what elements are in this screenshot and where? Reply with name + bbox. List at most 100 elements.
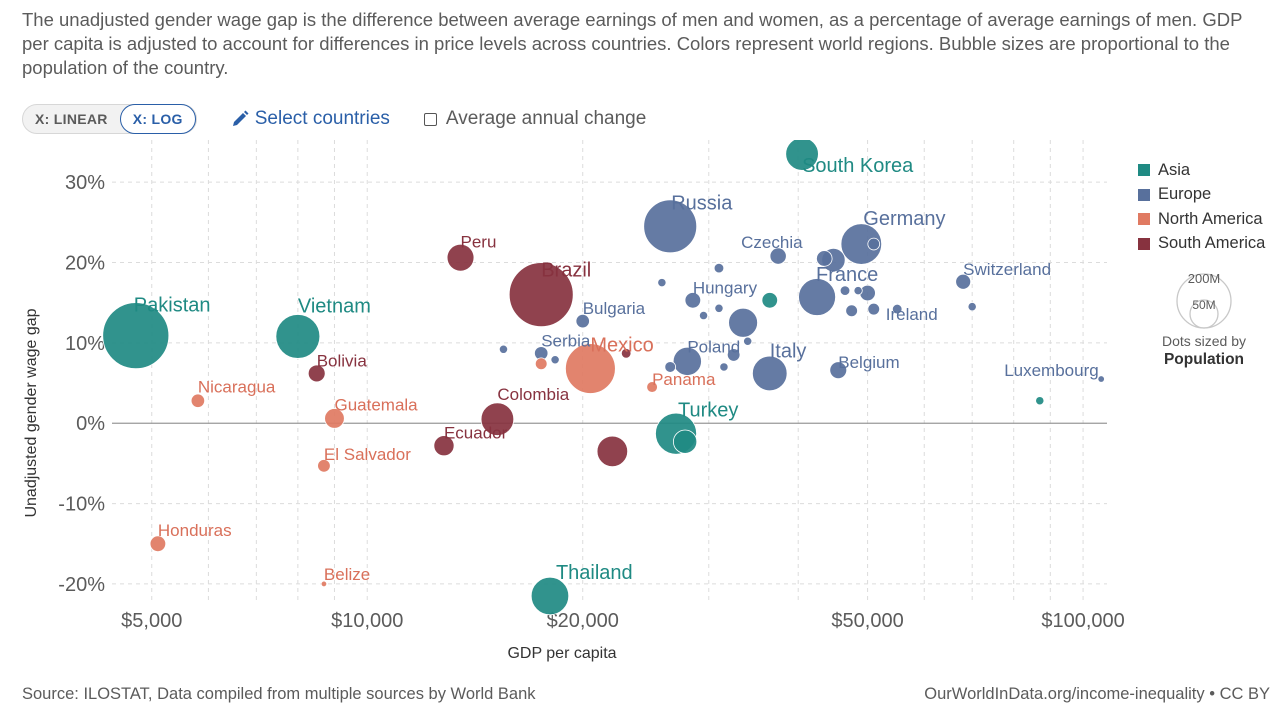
x-axis-title: GDP per capita	[507, 645, 616, 662]
data-point	[508, 262, 574, 328]
data-point	[530, 576, 570, 616]
data-point	[1035, 396, 1045, 406]
y-tick-label: 0%	[76, 413, 105, 435]
data-point	[575, 314, 590, 329]
data-point	[798, 278, 836, 316]
credit-link[interactable]: OurWorldInData.org/income-inequality • C…	[924, 685, 1270, 703]
size-legend-caption-text: Dots sized by	[1161, 333, 1247, 349]
point-label: Guatemala	[334, 395, 418, 414]
data-point	[664, 361, 677, 373]
point-label: Belgium	[838, 353, 899, 372]
point-label: Ecuador	[444, 424, 508, 443]
x-tick-label: $20,000	[547, 610, 619, 632]
data-point	[829, 361, 848, 380]
chart-controls: X: LINEAR X: LOG Select countries Averag…	[22, 103, 646, 135]
data-point	[816, 250, 833, 267]
size-legend-caption: Dots sized by Population	[1150, 332, 1258, 369]
point-label: Thailand	[556, 562, 633, 584]
data-point	[859, 284, 876, 302]
legend-swatch-asia	[1138, 164, 1150, 177]
x-linear-button[interactable]: X: LINEAR	[23, 105, 120, 133]
point-label: Russia	[671, 192, 733, 214]
x-tick-label: $100,000	[1041, 610, 1124, 632]
data-point	[853, 286, 863, 296]
select-countries-button[interactable]: Select countries	[231, 108, 390, 130]
point-label: Hungary	[693, 278, 758, 297]
data-point	[785, 140, 819, 171]
data-point	[446, 243, 475, 272]
data-point	[845, 304, 858, 318]
average-change-checkbox[interactable]	[423, 112, 437, 126]
data-point	[743, 336, 753, 346]
data-point	[867, 237, 881, 251]
data-point	[714, 303, 724, 313]
point-label: Colombia	[497, 385, 569, 404]
data-point	[498, 344, 509, 354]
average-change-toggle[interactable]: Average annual change	[423, 108, 646, 130]
data-point	[643, 199, 698, 254]
source-note: Source: ILOSTAT, Data compiled from mult…	[22, 685, 536, 703]
data-point	[726, 348, 741, 362]
data-point	[433, 435, 455, 457]
size-legend-circles: 200M 50M	[1176, 271, 1232, 329]
legend-swatch-south-america	[1138, 237, 1150, 250]
point-label: South Korea	[802, 155, 914, 177]
data-point	[657, 278, 667, 288]
point-label: Italy	[770, 340, 807, 362]
scatter-chart: 30% 20% 10% 0% -10% -20% $5,000 $10,000 $20,000 $…	[23, 140, 1125, 662]
point-label: Nicaragua	[198, 378, 276, 397]
point-label: France	[816, 264, 878, 286]
data-point	[867, 302, 881, 316]
data-point	[719, 362, 729, 372]
legend-item-north-america[interactable]: North America	[1138, 207, 1265, 232]
legend-label-europe: Europe	[1158, 185, 1212, 204]
data-point	[102, 302, 170, 370]
data-point	[480, 402, 515, 436]
data-point	[967, 302, 977, 312]
data-point	[955, 273, 972, 290]
point-label: Mexico	[590, 335, 653, 357]
y-tick-label: 10%	[65, 333, 105, 355]
size-legend: 200M 50M Dots sized by Population	[1150, 268, 1258, 369]
point-label: Luxembourg	[1004, 361, 1099, 380]
data-point	[672, 346, 702, 376]
data-point	[752, 355, 788, 392]
legend-label-south-america: South America	[1158, 234, 1266, 253]
legend-item-south-america[interactable]: South America	[1138, 232, 1265, 257]
x-tick-label: $10,000	[331, 610, 403, 632]
data-point	[839, 285, 851, 296]
data-point	[149, 535, 167, 552]
y-tick-label: 20%	[65, 253, 105, 275]
data-point	[769, 247, 787, 265]
point-label: Switzerland	[963, 260, 1051, 279]
size-legend-small-label: 50M	[1192, 298, 1215, 312]
size-legend-caption-bold: Population	[1163, 351, 1245, 368]
point-label: Serbia	[541, 331, 591, 350]
y-tick-label: 30%	[65, 172, 105, 194]
point-label: Peru	[461, 233, 497, 252]
x-tick-label: $50,000	[831, 610, 903, 632]
x-log-button[interactable]: X: LOG	[119, 104, 196, 134]
legend-swatch-europe	[1138, 188, 1150, 201]
point-label: Bulgaria	[583, 299, 646, 318]
point-label: Poland	[687, 337, 740, 356]
chart-subtitle: The unadjusted gender wage gap is the di…	[22, 9, 1243, 78]
y-tick-label: -10%	[58, 494, 105, 516]
data-point	[1097, 375, 1105, 383]
point-label: Pakistan	[134, 295, 211, 317]
point-label: Ireland	[886, 305, 938, 324]
x-scale-toggle: X: LINEAR X: LOG	[22, 104, 197, 134]
legend-label-north-america: North America	[1158, 209, 1263, 228]
data-point	[307, 364, 326, 383]
region-legend: Asia Europe North America South America	[1138, 158, 1265, 256]
x-tick-label: $5,000	[121, 610, 182, 632]
data-point	[275, 314, 321, 359]
legend-item-asia[interactable]: Asia	[1138, 158, 1265, 183]
legend-item-europe[interactable]: Europe	[1138, 183, 1265, 208]
data-point	[840, 223, 883, 265]
data-point	[317, 459, 331, 473]
point-label: Bolivia	[317, 351, 368, 370]
pencil-icon	[232, 110, 249, 126]
point-label: Belize	[324, 565, 370, 584]
point-label: Vietnam	[298, 295, 371, 317]
